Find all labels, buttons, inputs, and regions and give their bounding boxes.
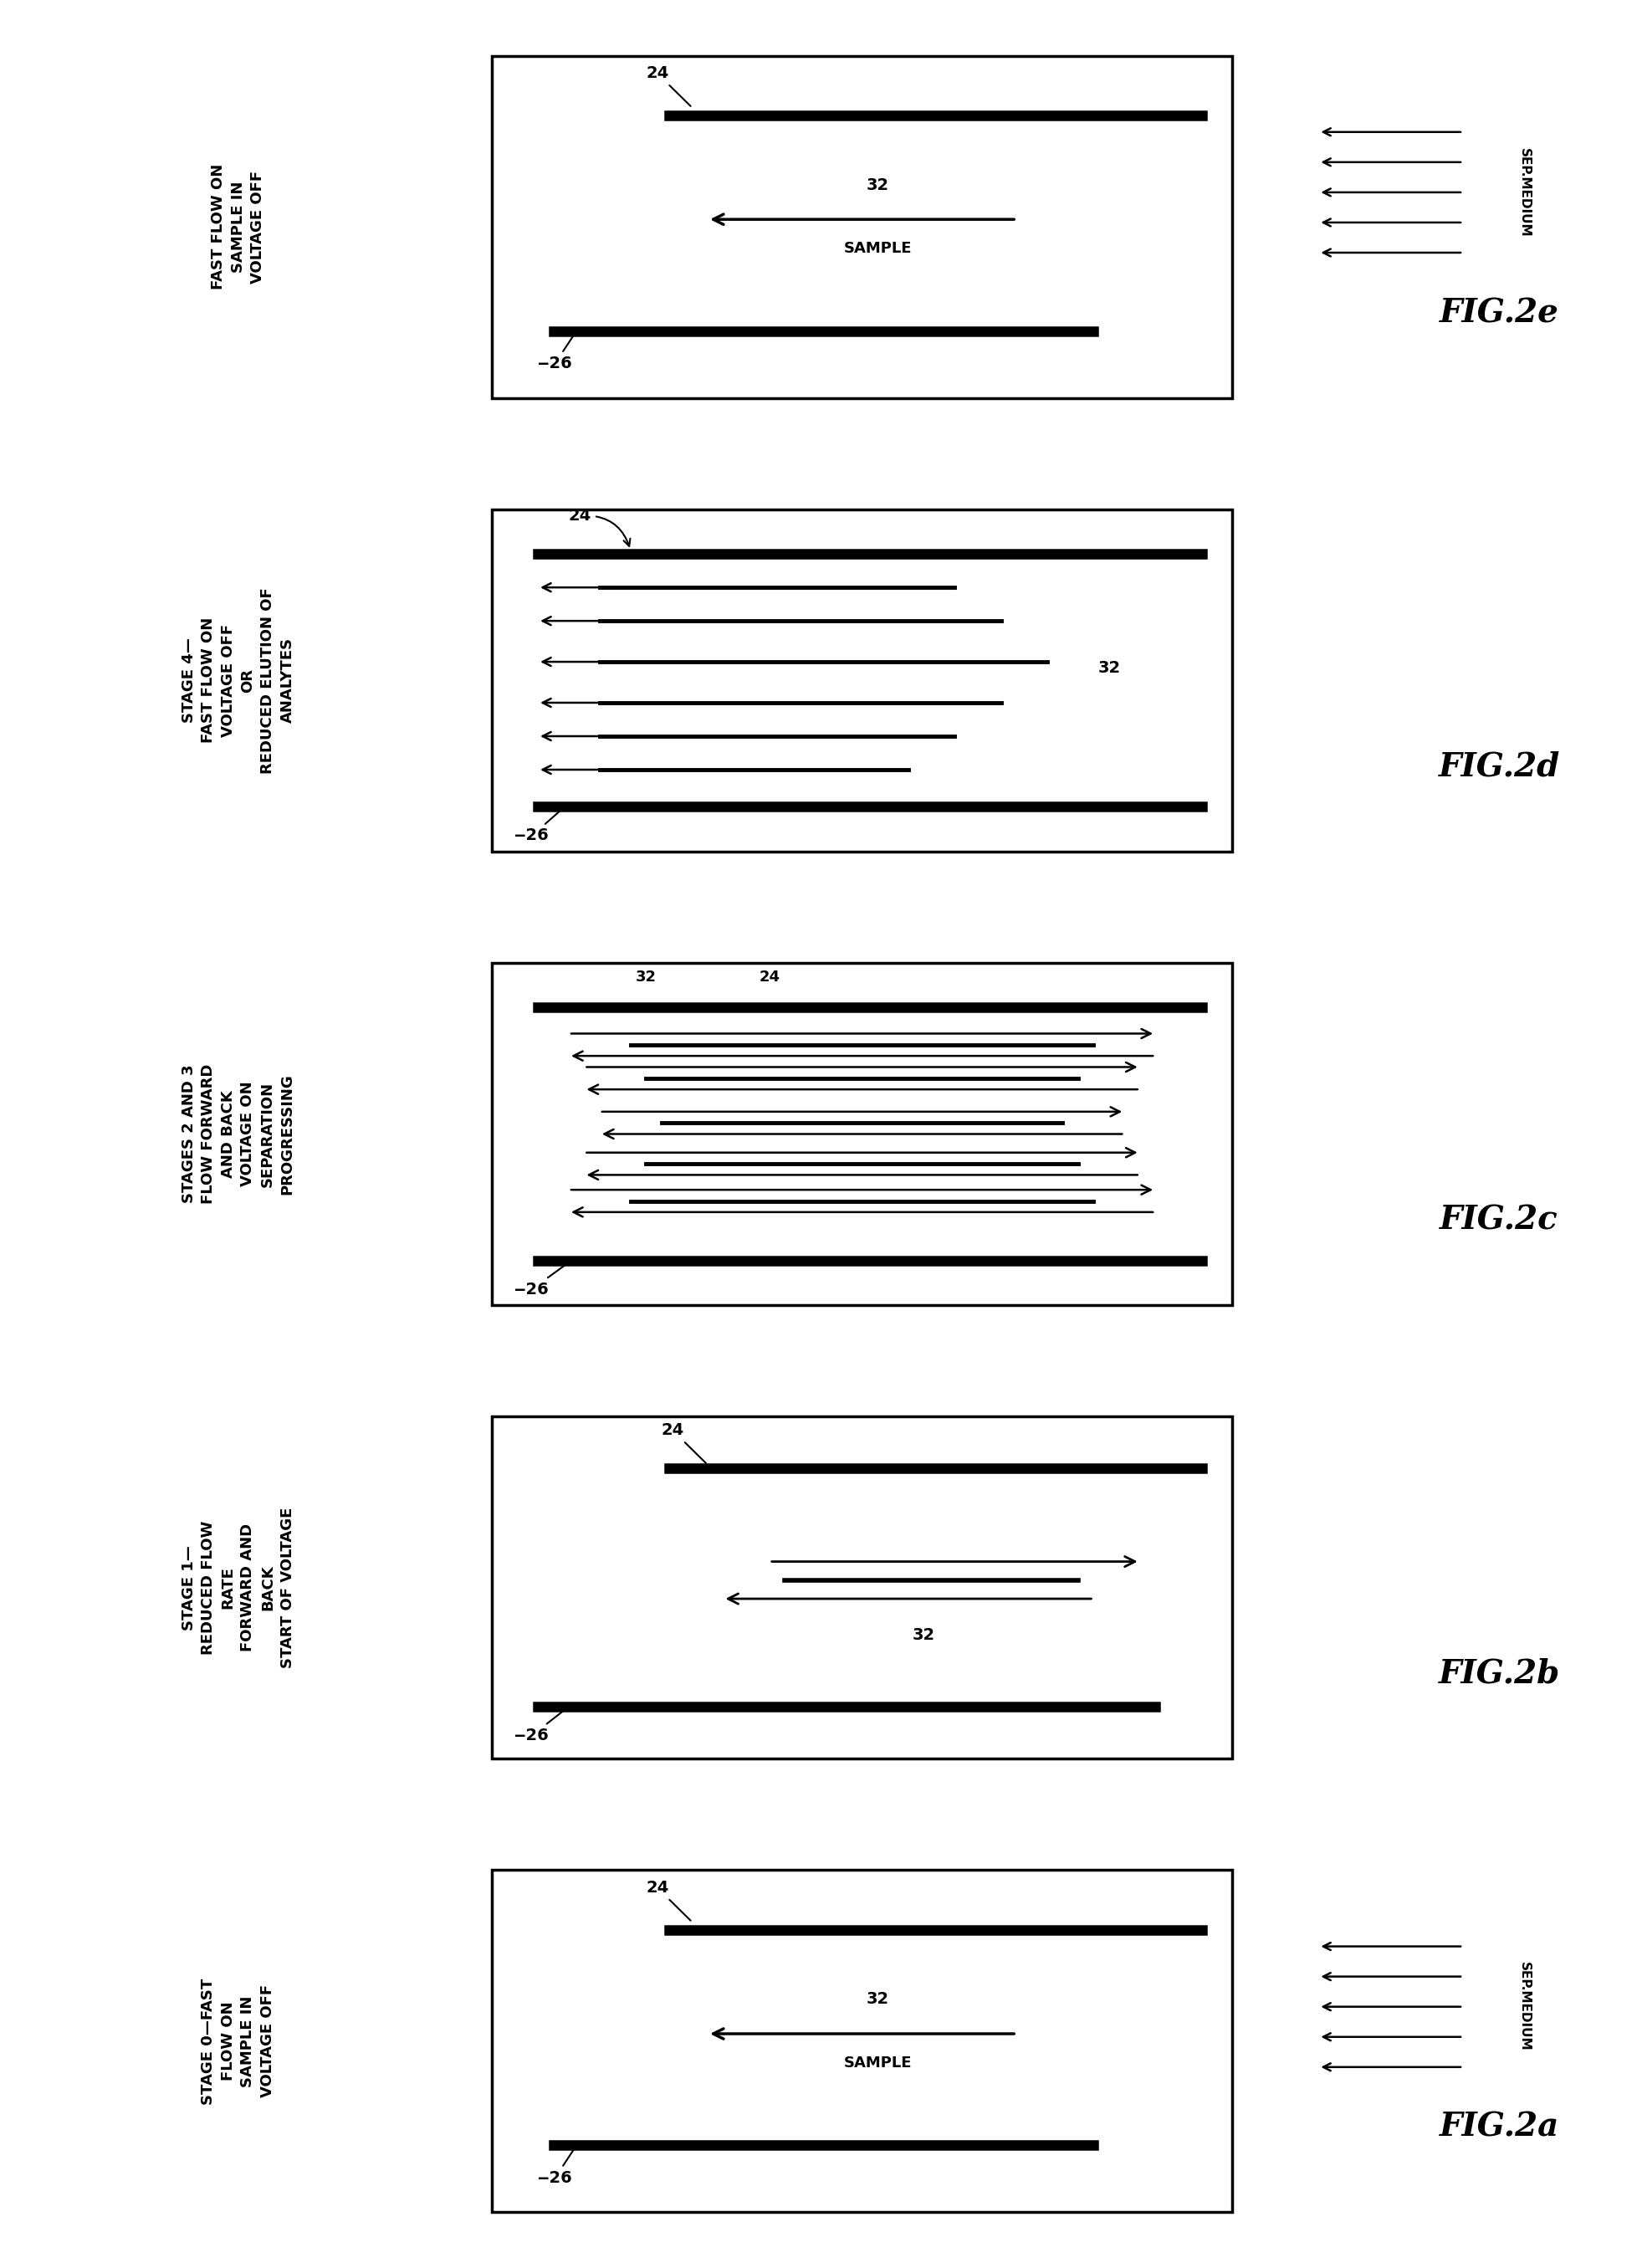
Text: FIG.2e: FIG.2e — [1440, 297, 1558, 329]
Text: ‒26: ‒26 — [516, 1259, 575, 1297]
Text: SEP.MEDIUM: SEP.MEDIUM — [1519, 147, 1530, 236]
Text: 32: 32 — [1097, 660, 1120, 676]
Text: SAMPLE: SAMPLE — [844, 2055, 911, 2071]
Text: FIG.2b: FIG.2b — [1438, 1658, 1560, 1690]
Text: 24: 24 — [662, 1422, 706, 1463]
Text: ‒26: ‒26 — [516, 1708, 566, 1744]
Text: STAGE 1—
REDUCED FLOW
RATE
FORWARD AND
BACK
START OF VOLTAGE: STAGE 1— REDUCED FLOW RATE FORWARD AND B… — [181, 1508, 296, 1667]
Text: 32: 32 — [635, 971, 657, 984]
Text: ‒26: ‒26 — [539, 333, 575, 372]
Text: 32: 32 — [913, 1626, 936, 1642]
Text: FIG.2a: FIG.2a — [1438, 2112, 1560, 2143]
Text: ‒26: ‒26 — [516, 805, 566, 844]
Text: 24: 24 — [759, 971, 780, 984]
Text: 32: 32 — [865, 177, 888, 193]
Text: 32: 32 — [865, 1991, 888, 2007]
Text: STAGE 4—
FAST FLOW ON
VOLTAGE OFF
OR
REDUCED ELUTION OF
ANALYTES: STAGE 4— FAST FLOW ON VOLTAGE OFF OR RED… — [181, 587, 296, 773]
Text: SEP.MEDIUM: SEP.MEDIUM — [1519, 1962, 1530, 2050]
Text: 24: 24 — [645, 1880, 691, 1921]
Text: SAMPLE: SAMPLE — [844, 240, 911, 256]
Text: FAST FLOW ON
SAMPLE IN
VOLTAGE OFF: FAST FLOW ON SAMPLE IN VOLTAGE OFF — [210, 163, 266, 290]
Text: 24: 24 — [568, 508, 631, 547]
Text: FIG.2c: FIG.2c — [1440, 1204, 1558, 1236]
Text: STAGES 2 AND 3
FLOW FORWARD
AND BACK
VOLTAGE ON
SEPARATION
PROGRESSING: STAGES 2 AND 3 FLOW FORWARD AND BACK VOL… — [181, 1064, 296, 1204]
Text: STAGE 0—FAST
FLOW ON
SAMPLE IN
VOLTAGE OFF: STAGE 0—FAST FLOW ON SAMPLE IN VOLTAGE O… — [200, 1978, 276, 2105]
Text: 24: 24 — [645, 66, 691, 107]
Text: ‒26: ‒26 — [539, 2148, 575, 2186]
Text: FIG.2d: FIG.2d — [1438, 751, 1560, 782]
